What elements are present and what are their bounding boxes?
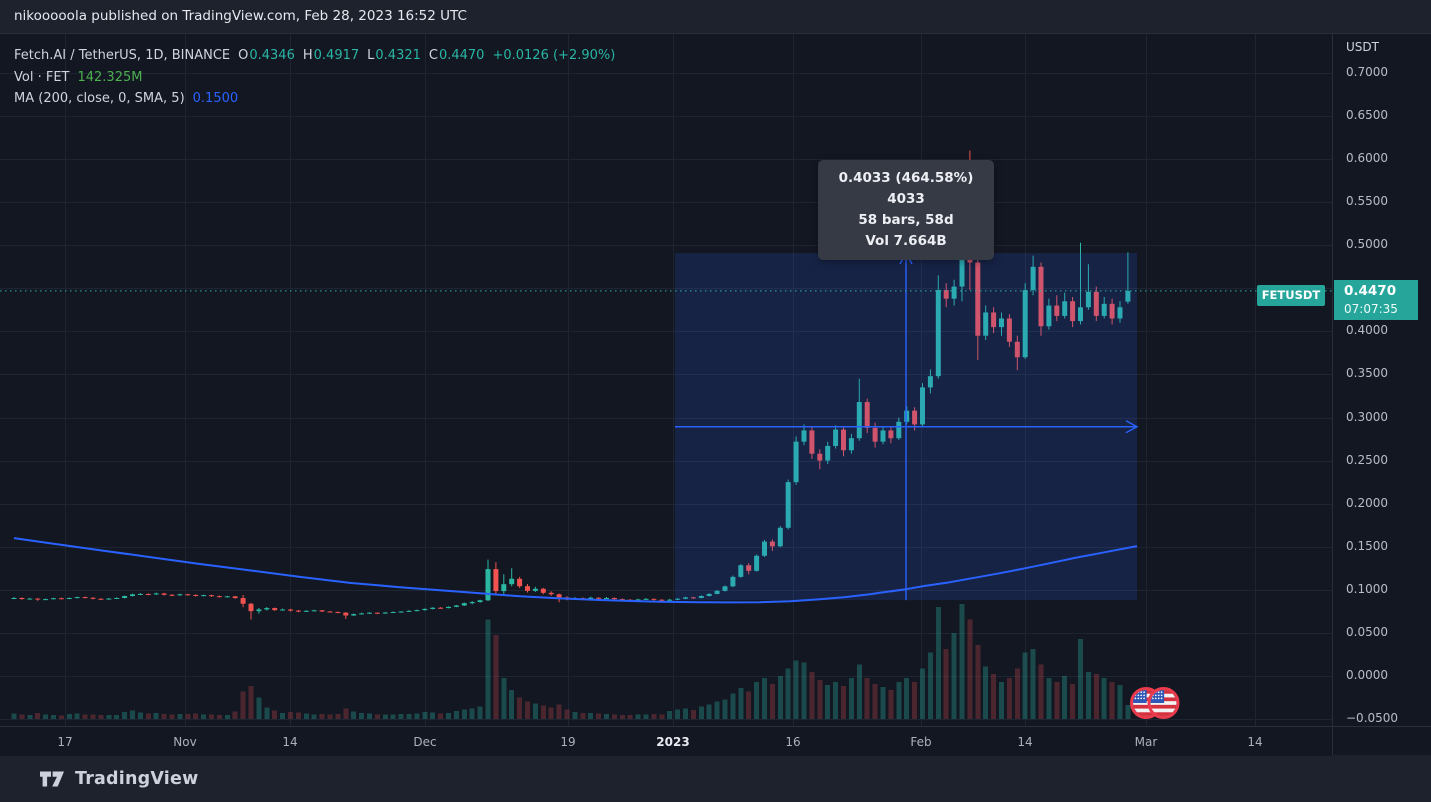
- time-tick: Mar: [1134, 735, 1158, 749]
- symbol-legend-row: Fetch.AI / TetherUS, 1D, BINANCE O 0.4346…: [14, 45, 615, 67]
- price-axis[interactable]: USDT 0.4470 07:07:35 0.7000 0.6500 0.6000 0…: [1332, 34, 1431, 726]
- time-tick: 16: [785, 735, 801, 749]
- time-tick: 14: [1247, 735, 1263, 749]
- price-tick: 0.1000: [1346, 581, 1388, 596]
- time-tick: 2023: [656, 735, 690, 749]
- price-tick: 0.0000: [1346, 667, 1388, 682]
- brand-name[interactable]: TradingView: [75, 768, 199, 789]
- close-value: C 0.4470: [428, 48, 485, 63]
- last-price-label: 0.4470 07:07:35: [1334, 280, 1418, 320]
- open-value: O 0.4346: [238, 48, 295, 63]
- attribution-text: nikooooola published on TradingView.com,…: [14, 8, 467, 24]
- time-tick: 19: [560, 735, 576, 749]
- price-tick: 0.2000: [1346, 495, 1388, 510]
- time-tick: Nov: [173, 735, 197, 749]
- ma-label: MA (200, close, 0, SMA, 5): [14, 91, 185, 106]
- symbol-title: Fetch.AI / TetherUS, 1D, BINANCE: [14, 48, 231, 63]
- axis-corner: [1332, 726, 1431, 756]
- volume-legend-row: Vol · FET 142.325M: [14, 67, 615, 89]
- price-tick: 0.5500: [1346, 194, 1388, 209]
- measure-tooltip: 0.4033 (464.58%) 4033 58 bars, 58d Vol 7…: [818, 160, 994, 260]
- ma-200-line: [13, 537, 1138, 604]
- volume-bars: [11, 604, 1131, 719]
- bar-countdown: 07:07:35: [1344, 302, 1398, 316]
- price-tick: 0.1500: [1346, 538, 1388, 553]
- last-price-value: 0.4470: [1344, 283, 1397, 299]
- footer-bar: TradingView: [0, 755, 1431, 802]
- change-value: +0.0126 (+2.90%): [492, 48, 616, 63]
- volume-value: 142.325M: [77, 69, 143, 85]
- high-value: H 0.4917: [302, 48, 360, 63]
- tradingview-logo-icon[interactable]: [40, 769, 66, 789]
- ma-value: 0.1500: [192, 91, 239, 106]
- time-axis[interactable]: 17 Nov 14 Dec 19 2023 16 Feb 14 Mar 14: [0, 726, 1332, 756]
- price-tick: −0.0500: [1346, 711, 1399, 725]
- low-value: L 0.4321: [367, 48, 421, 63]
- time-tick: 17: [57, 735, 73, 749]
- us-flag-emoji[interactable]: [1147, 687, 1180, 719]
- time-tick: 14: [1017, 735, 1033, 749]
- symbol-price-flag: FETUSDT: [1257, 285, 1325, 306]
- chart-area: Fetch.AI / TetherUS, 1D, BINANCE O 0.4346…: [0, 33, 1431, 756]
- price-tick: 0.6000: [1346, 151, 1388, 166]
- price-tick: 0.0500: [1346, 624, 1388, 639]
- measure-bars: 58 bars, 58d: [858, 212, 954, 228]
- price-tick: 0.6500: [1346, 108, 1388, 123]
- volume-label: Vol · FET: [14, 69, 70, 85]
- price-tick: 0.4000: [1346, 323, 1388, 338]
- price-tick: 0.5000: [1346, 237, 1388, 252]
- price-tick: 0.3500: [1346, 366, 1388, 381]
- price-tick: 0.3000: [1346, 409, 1388, 424]
- measure-volume: Vol 7.664B: [865, 233, 947, 249]
- chart-legend: Fetch.AI / TetherUS, 1D, BINANCE O 0.4346…: [14, 45, 615, 110]
- candlestick-chart-canvas[interactable]: [0, 34, 1332, 726]
- price-tick: 0.7000: [1346, 65, 1388, 79]
- attribution-bar: nikooooola published on TradingView.com,…: [0, 0, 1431, 33]
- grid-lines: [0, 34, 1332, 726]
- time-tick: Dec: [413, 735, 437, 749]
- measure-box[interactable]: [675, 251, 1139, 601]
- price-axis-unit: USDT: [1346, 40, 1379, 54]
- price-tick: 0.2500: [1346, 452, 1388, 467]
- measure-change: 0.4033 (464.58%) 4033: [838, 170, 974, 207]
- ma-legend-row: MA (200, close, 0, SMA, 5) 0.1500: [14, 88, 615, 110]
- time-tick: 14: [282, 735, 298, 749]
- time-tick: Feb: [910, 735, 932, 749]
